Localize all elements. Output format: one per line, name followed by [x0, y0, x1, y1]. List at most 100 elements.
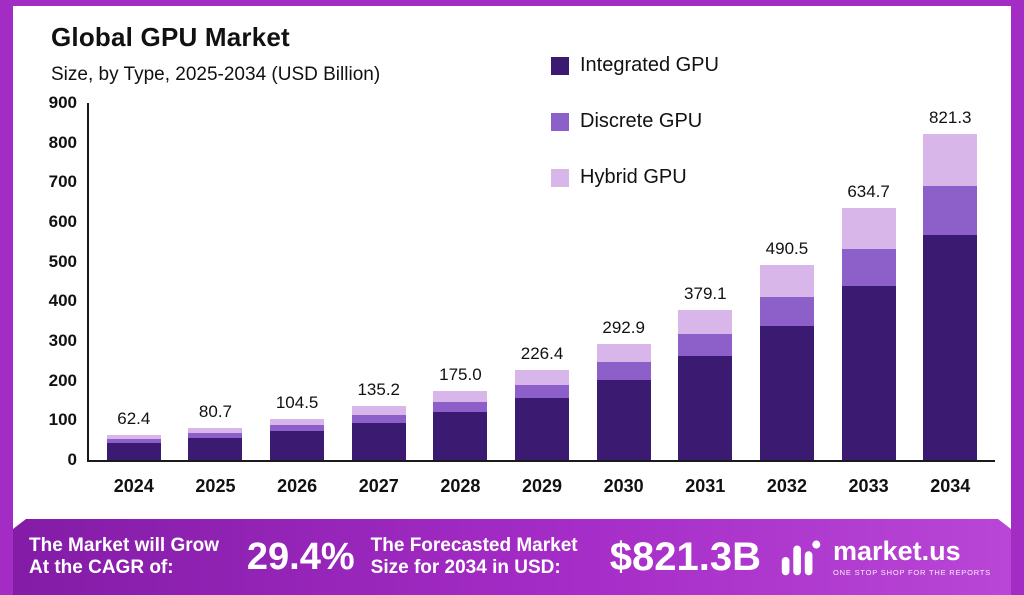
- x-tick-label: 2029: [521, 476, 563, 496]
- bar-column: 135.2 2027: [338, 380, 420, 496]
- bar-column: 80.7 2025: [175, 402, 257, 496]
- bar-segment-hybrid-gpu: [270, 418, 325, 426]
- forecast-label: The Forecasted Market Size for 2034 in U…: [370, 534, 578, 578]
- bar-column: 634.7 2033: [828, 182, 910, 496]
- bar-column: 379.1 2031: [664, 283, 746, 496]
- bar-column: 62.4 2024: [93, 409, 175, 496]
- bar-segment-hybrid-gpu: [596, 343, 651, 363]
- brand-name: market.us: [833, 535, 961, 566]
- bar-total-label: 292.9: [602, 317, 645, 337]
- bar-segment-integrated-gpu: [678, 356, 733, 460]
- legend-label: Integrated GPU: [580, 54, 719, 76]
- x-tick-label: 2030: [603, 476, 644, 496]
- bar-segment-discrete-gpu: [923, 186, 978, 236]
- bar-segment-discrete-gpu: [678, 333, 733, 357]
- legend: Integrated GPU Discrete GPU Hybrid GPU: [551, 54, 719, 189]
- bar-total-label: 821.3: [928, 108, 972, 128]
- y-tick-label: 600: [48, 212, 77, 231]
- bar-stack: [351, 406, 406, 460]
- bar-stack: [106, 435, 161, 460]
- y-tick-label: 800: [48, 132, 77, 152]
- bar-total-label: 104.5: [275, 392, 319, 412]
- bar-segment-integrated-gpu: [923, 235, 978, 460]
- bar-segment-hybrid-gpu: [351, 406, 406, 415]
- brand-text-wrap: market.us ONE STOP SHOP FOR THE REPORTS: [833, 535, 991, 577]
- x-tick-label: 2024: [113, 476, 154, 496]
- bar-segment-integrated-gpu: [106, 442, 161, 460]
- legend-item: Integrated GPU: [551, 54, 719, 77]
- y-tick-label: 300: [48, 331, 77, 350]
- market-us-logo-icon: [781, 540, 821, 576]
- y-tick-label: 400: [48, 291, 77, 311]
- x-tick-label: 2032: [766, 476, 807, 496]
- bar-segment-discrete-gpu: [351, 414, 406, 423]
- x-tick-label: 2028: [440, 476, 481, 496]
- bar-total-label: 175.0: [439, 364, 482, 384]
- chart-subtitle: Size, by Type, 2025-2034 (USD Billion): [51, 64, 381, 85]
- bar-segment-discrete-gpu: [759, 296, 814, 326]
- bar-segment-integrated-gpu: [188, 437, 243, 460]
- x-tick-label: 2033: [848, 476, 889, 496]
- brand-tagline: ONE STOP SHOP FOR THE REPORTS: [833, 567, 991, 577]
- legend-swatch: [551, 112, 569, 131]
- bar-total-label: 379.1: [684, 283, 727, 303]
- bar-segment-discrete-gpu: [596, 362, 651, 380]
- bar-stack: [678, 309, 733, 460]
- brand-logo: market.us ONE STOP SHOP FOR THE REPORTS: [777, 534, 995, 580]
- bar-segment-hybrid-gpu: [188, 428, 243, 434]
- bar-column: 226.4 2029: [501, 344, 583, 496]
- cagr-label: The Market will Grow At the CAGR of:: [29, 534, 220, 578]
- bar-segment-integrated-gpu: [433, 412, 488, 460]
- bar-segment-hybrid-gpu: [678, 309, 733, 334]
- bar-segment-integrated-gpu: [759, 325, 814, 460]
- chart-title: Global GPU Market: [51, 22, 290, 52]
- bar-segment-integrated-gpu: [596, 379, 651, 460]
- bar-segment-integrated-gpu: [270, 431, 325, 460]
- bar-stack: [433, 390, 488, 460]
- bar-stack: [923, 134, 978, 460]
- bar-segment-discrete-gpu: [106, 439, 161, 443]
- bar-segment-hybrid-gpu: [759, 265, 814, 297]
- forecast-value: $821.3B: [609, 534, 762, 579]
- legend-item: Hybrid GPU: [551, 166, 719, 189]
- bar-stack: [596, 343, 651, 460]
- bar-segment-hybrid-gpu: [923, 134, 978, 187]
- bar-column: 490.5 2032: [746, 239, 828, 496]
- bar-segment-hybrid-gpu: [106, 435, 161, 440]
- bar-segment-hybrid-gpu: [841, 208, 896, 249]
- bar-segment-discrete-gpu: [270, 425, 325, 432]
- bar-segment-hybrid-gpu: [515, 370, 570, 385]
- bar-stack: [270, 418, 325, 460]
- bar-segment-discrete-gpu: [515, 384, 570, 399]
- bar-total-label: 62.4: [117, 409, 151, 429]
- bar-column: 104.5 2026: [256, 392, 338, 496]
- bars: 62.4 2024 80.7 2025 104.5 2026 135.2 2027 175.0 2…: [89, 103, 995, 496]
- bar-total-label: 80.7: [198, 402, 232, 421]
- legend-swatch: [551, 168, 569, 187]
- y-tick-label: 200: [48, 370, 77, 390]
- bar-column: 821.3 2034: [909, 108, 991, 496]
- bar-column: 175.0 2028: [420, 364, 502, 496]
- bar-total-label: 490.5: [765, 239, 809, 259]
- y-tick-label: 500: [48, 251, 77, 271]
- bar-stack: [515, 370, 570, 460]
- bar-stack: [759, 265, 814, 460]
- x-tick-label: 2025: [195, 476, 236, 496]
- bar-total-label: 226.4: [520, 344, 564, 364]
- bar-segment-discrete-gpu: [433, 401, 488, 413]
- x-tick-label: 2026: [277, 476, 318, 496]
- bar-segment-discrete-gpu: [841, 248, 896, 287]
- y-tick-label: 700: [48, 172, 77, 192]
- legend-label: Hybrid GPU: [580, 166, 687, 188]
- y-tick-label: 100: [48, 410, 77, 430]
- y-tick-label: 0: [67, 450, 77, 469]
- y-tick-label: 900: [48, 93, 77, 112]
- plot: 0 100 200 300 400 500 600 700 800 900 62.4 2024 80.…: [49, 93, 995, 496]
- bar-total-label: 135.2: [357, 380, 401, 400]
- bar-stack: [841, 208, 896, 460]
- x-tick-label: 2031: [685, 476, 726, 496]
- legend-label: Discrete GPU: [580, 110, 703, 132]
- bar-segment-discrete-gpu: [188, 433, 243, 438]
- legend-swatch: [551, 56, 569, 75]
